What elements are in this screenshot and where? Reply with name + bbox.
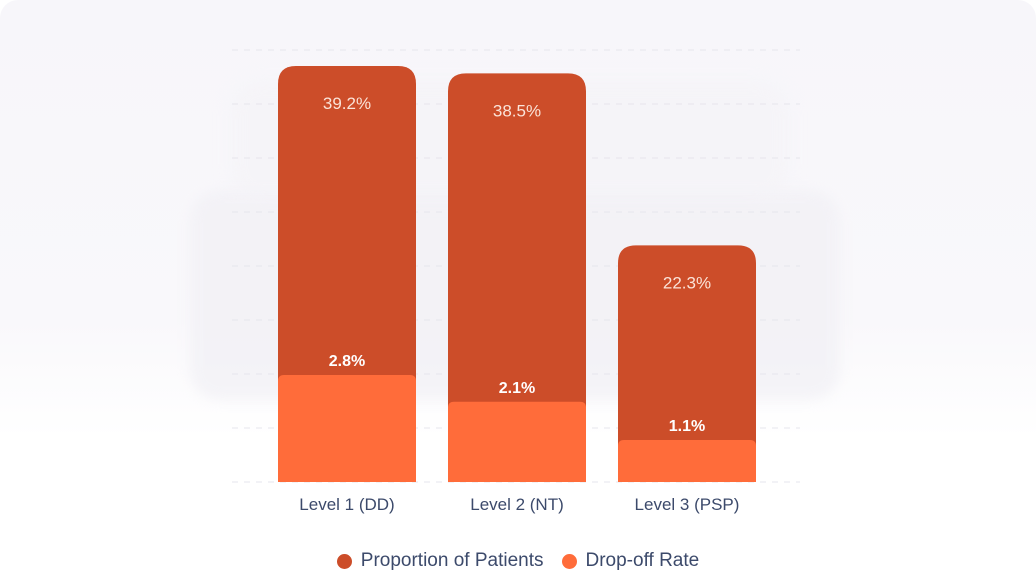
bar-dropoff[interactable]: [618, 439, 756, 482]
legend-swatch-proportion: [336, 553, 352, 569]
value-label-dropoff: 1.1%: [669, 418, 705, 435]
value-label-proportion: 22.3%: [663, 273, 711, 292]
bars: [278, 66, 756, 482]
legend-swatch-dropoff: [561, 553, 577, 569]
value-label-dropoff: 2.8%: [329, 353, 365, 370]
bar-proportion[interactable]: [618, 245, 756, 482]
legend-item-dropoff[interactable]: Drop-off Rate: [561, 550, 700, 572]
legend-label-proportion: Proportion of Patients: [360, 550, 544, 571]
category-label: Level 3 (PSP): [635, 495, 740, 514]
value-label-proportion: 39.2%: [323, 94, 371, 113]
bar-dropoff[interactable]: [448, 401, 586, 482]
category-label: Level 1 (DD): [299, 495, 394, 514]
value-label-dropoff: 2.1%: [499, 380, 535, 397]
value-label-proportion: 38.5%: [493, 101, 541, 120]
legend-item-proportion[interactable]: Proportion of Patients: [336, 550, 544, 572]
bar-proportion[interactable]: [448, 73, 586, 482]
category-label: Level 2 (NT): [470, 495, 564, 514]
bar-dropoff[interactable]: [278, 375, 416, 482]
legend-label-dropoff: Drop-off Rate: [585, 550, 700, 571]
legend: Proportion of Patients Drop-off Rate: [0, 546, 1036, 576]
labels: 39.2% 2.8% Level 1 (DD) 38.5% 2.1% Level 2 (N…: [299, 94, 739, 514]
